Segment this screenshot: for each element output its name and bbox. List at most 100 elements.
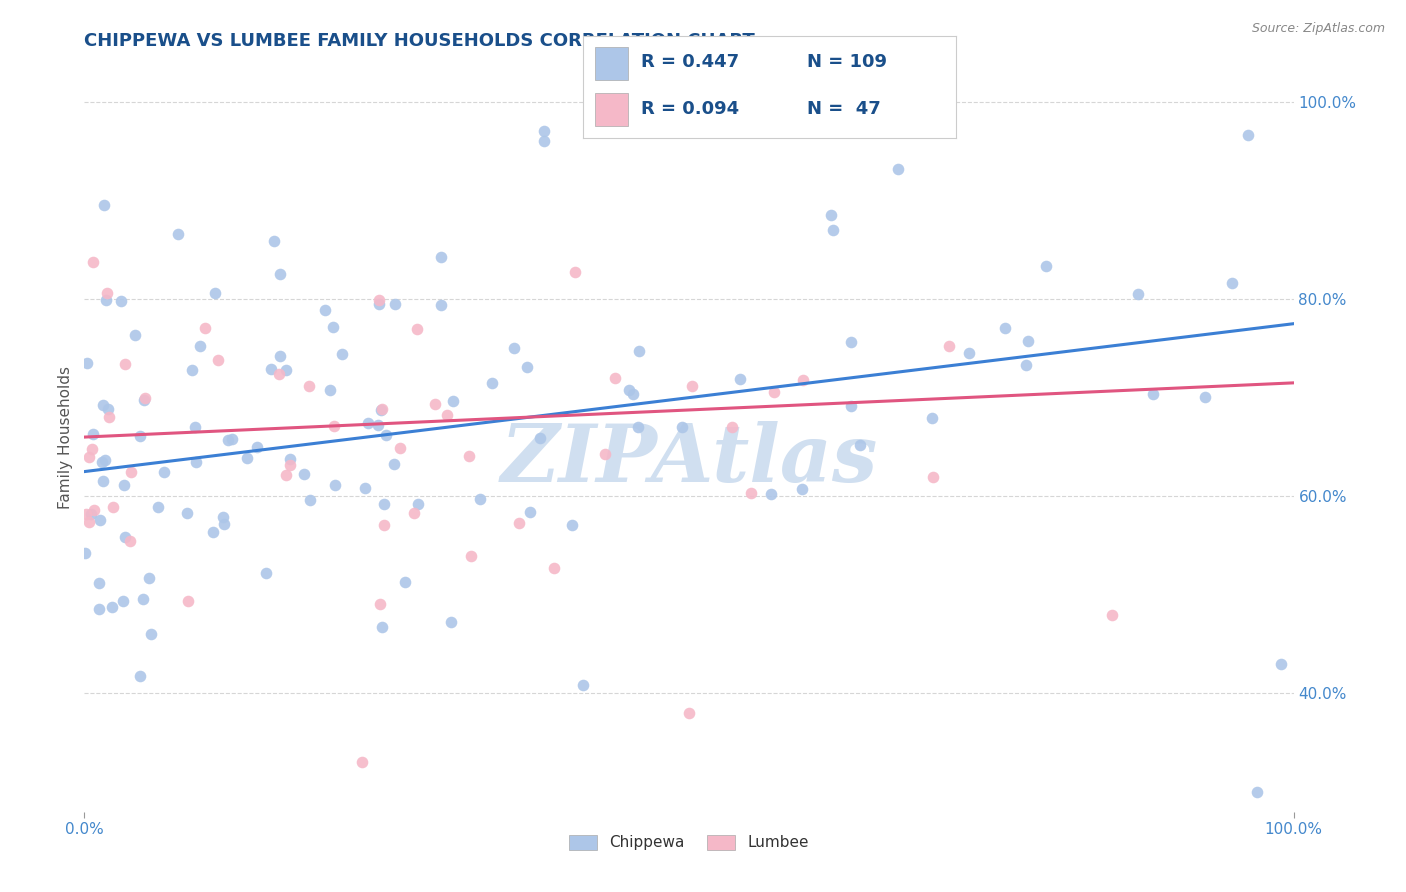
Point xyxy=(97,409,120,424)
Point xyxy=(96,286,118,301)
Point xyxy=(1222,276,1244,290)
Point xyxy=(276,363,298,377)
Point xyxy=(543,560,565,574)
Point xyxy=(82,426,104,441)
Point xyxy=(77,515,100,529)
Point xyxy=(373,518,395,533)
Text: N = 109: N = 109 xyxy=(807,54,887,71)
Point xyxy=(1270,657,1292,671)
Point xyxy=(278,458,301,472)
Point xyxy=(370,402,392,417)
Point xyxy=(405,322,427,336)
Point xyxy=(561,518,583,533)
Point xyxy=(1035,260,1057,274)
Point xyxy=(83,502,105,516)
Point xyxy=(368,293,391,308)
Text: R = 0.447: R = 0.447 xyxy=(641,54,740,71)
Point xyxy=(368,296,391,310)
Point xyxy=(77,450,100,465)
Point xyxy=(720,419,742,434)
Point xyxy=(89,513,111,527)
Point xyxy=(97,402,120,417)
Point xyxy=(184,419,207,434)
Point xyxy=(352,756,374,770)
Point xyxy=(129,669,152,683)
Point xyxy=(132,591,155,606)
Point xyxy=(75,507,97,521)
Point xyxy=(236,450,259,465)
Bar xyxy=(595,47,628,79)
Point xyxy=(184,455,207,469)
Point xyxy=(938,339,960,353)
Point xyxy=(91,455,114,469)
Point xyxy=(94,293,117,307)
Point xyxy=(1101,607,1123,622)
Text: R = 0.094: R = 0.094 xyxy=(641,100,740,118)
Point xyxy=(1246,785,1268,799)
Point xyxy=(529,431,551,445)
Point xyxy=(792,482,814,496)
Point xyxy=(314,302,336,317)
Point xyxy=(922,470,945,484)
Point xyxy=(1017,334,1039,348)
Point xyxy=(671,419,693,434)
Point xyxy=(167,227,190,242)
Point xyxy=(146,500,169,514)
Point xyxy=(430,298,453,312)
Point xyxy=(681,379,703,393)
Point xyxy=(112,478,135,492)
Point xyxy=(841,399,863,413)
Point xyxy=(217,433,239,447)
Point xyxy=(375,427,398,442)
Point xyxy=(848,438,870,452)
Point xyxy=(402,507,425,521)
Point xyxy=(323,478,346,492)
Point xyxy=(763,384,786,399)
Point xyxy=(204,286,226,301)
Point xyxy=(508,516,530,530)
Point xyxy=(120,534,142,549)
Point xyxy=(134,392,156,407)
Point xyxy=(792,373,814,387)
Point xyxy=(254,566,277,580)
Point xyxy=(481,376,503,390)
Point xyxy=(319,384,342,398)
Point xyxy=(389,441,412,455)
Point xyxy=(533,124,555,138)
Point xyxy=(91,474,114,488)
Point xyxy=(957,345,980,359)
Point xyxy=(112,594,135,608)
Point xyxy=(201,525,224,540)
Point xyxy=(176,594,198,608)
Point xyxy=(1014,358,1036,372)
Bar xyxy=(595,93,628,126)
Point xyxy=(994,320,1017,334)
Point xyxy=(274,468,297,483)
Text: ZIPAtlas: ZIPAtlas xyxy=(501,421,877,499)
Point xyxy=(408,497,430,511)
Point xyxy=(139,626,162,640)
Point xyxy=(425,397,447,411)
Point xyxy=(740,486,762,500)
Point xyxy=(129,429,152,443)
Point xyxy=(211,509,233,524)
Point xyxy=(839,335,862,350)
Point xyxy=(91,398,114,412)
Point xyxy=(394,575,416,590)
Point xyxy=(571,678,593,692)
Point xyxy=(153,465,176,479)
Point xyxy=(260,362,283,376)
Point xyxy=(138,571,160,585)
Point xyxy=(516,360,538,375)
Point xyxy=(75,546,97,560)
Point xyxy=(298,378,321,392)
Point xyxy=(373,497,395,511)
Text: CHIPPEWA VS LUMBEE FAMILY HOUSEHOLDS CORRELATION CHART: CHIPPEWA VS LUMBEE FAMILY HOUSEHOLDS COR… xyxy=(84,32,755,50)
Point xyxy=(1194,390,1216,404)
Point xyxy=(322,320,344,334)
Point xyxy=(176,506,198,520)
Point xyxy=(533,134,555,148)
Point xyxy=(503,341,526,355)
Point xyxy=(188,338,211,352)
Point xyxy=(519,505,541,519)
